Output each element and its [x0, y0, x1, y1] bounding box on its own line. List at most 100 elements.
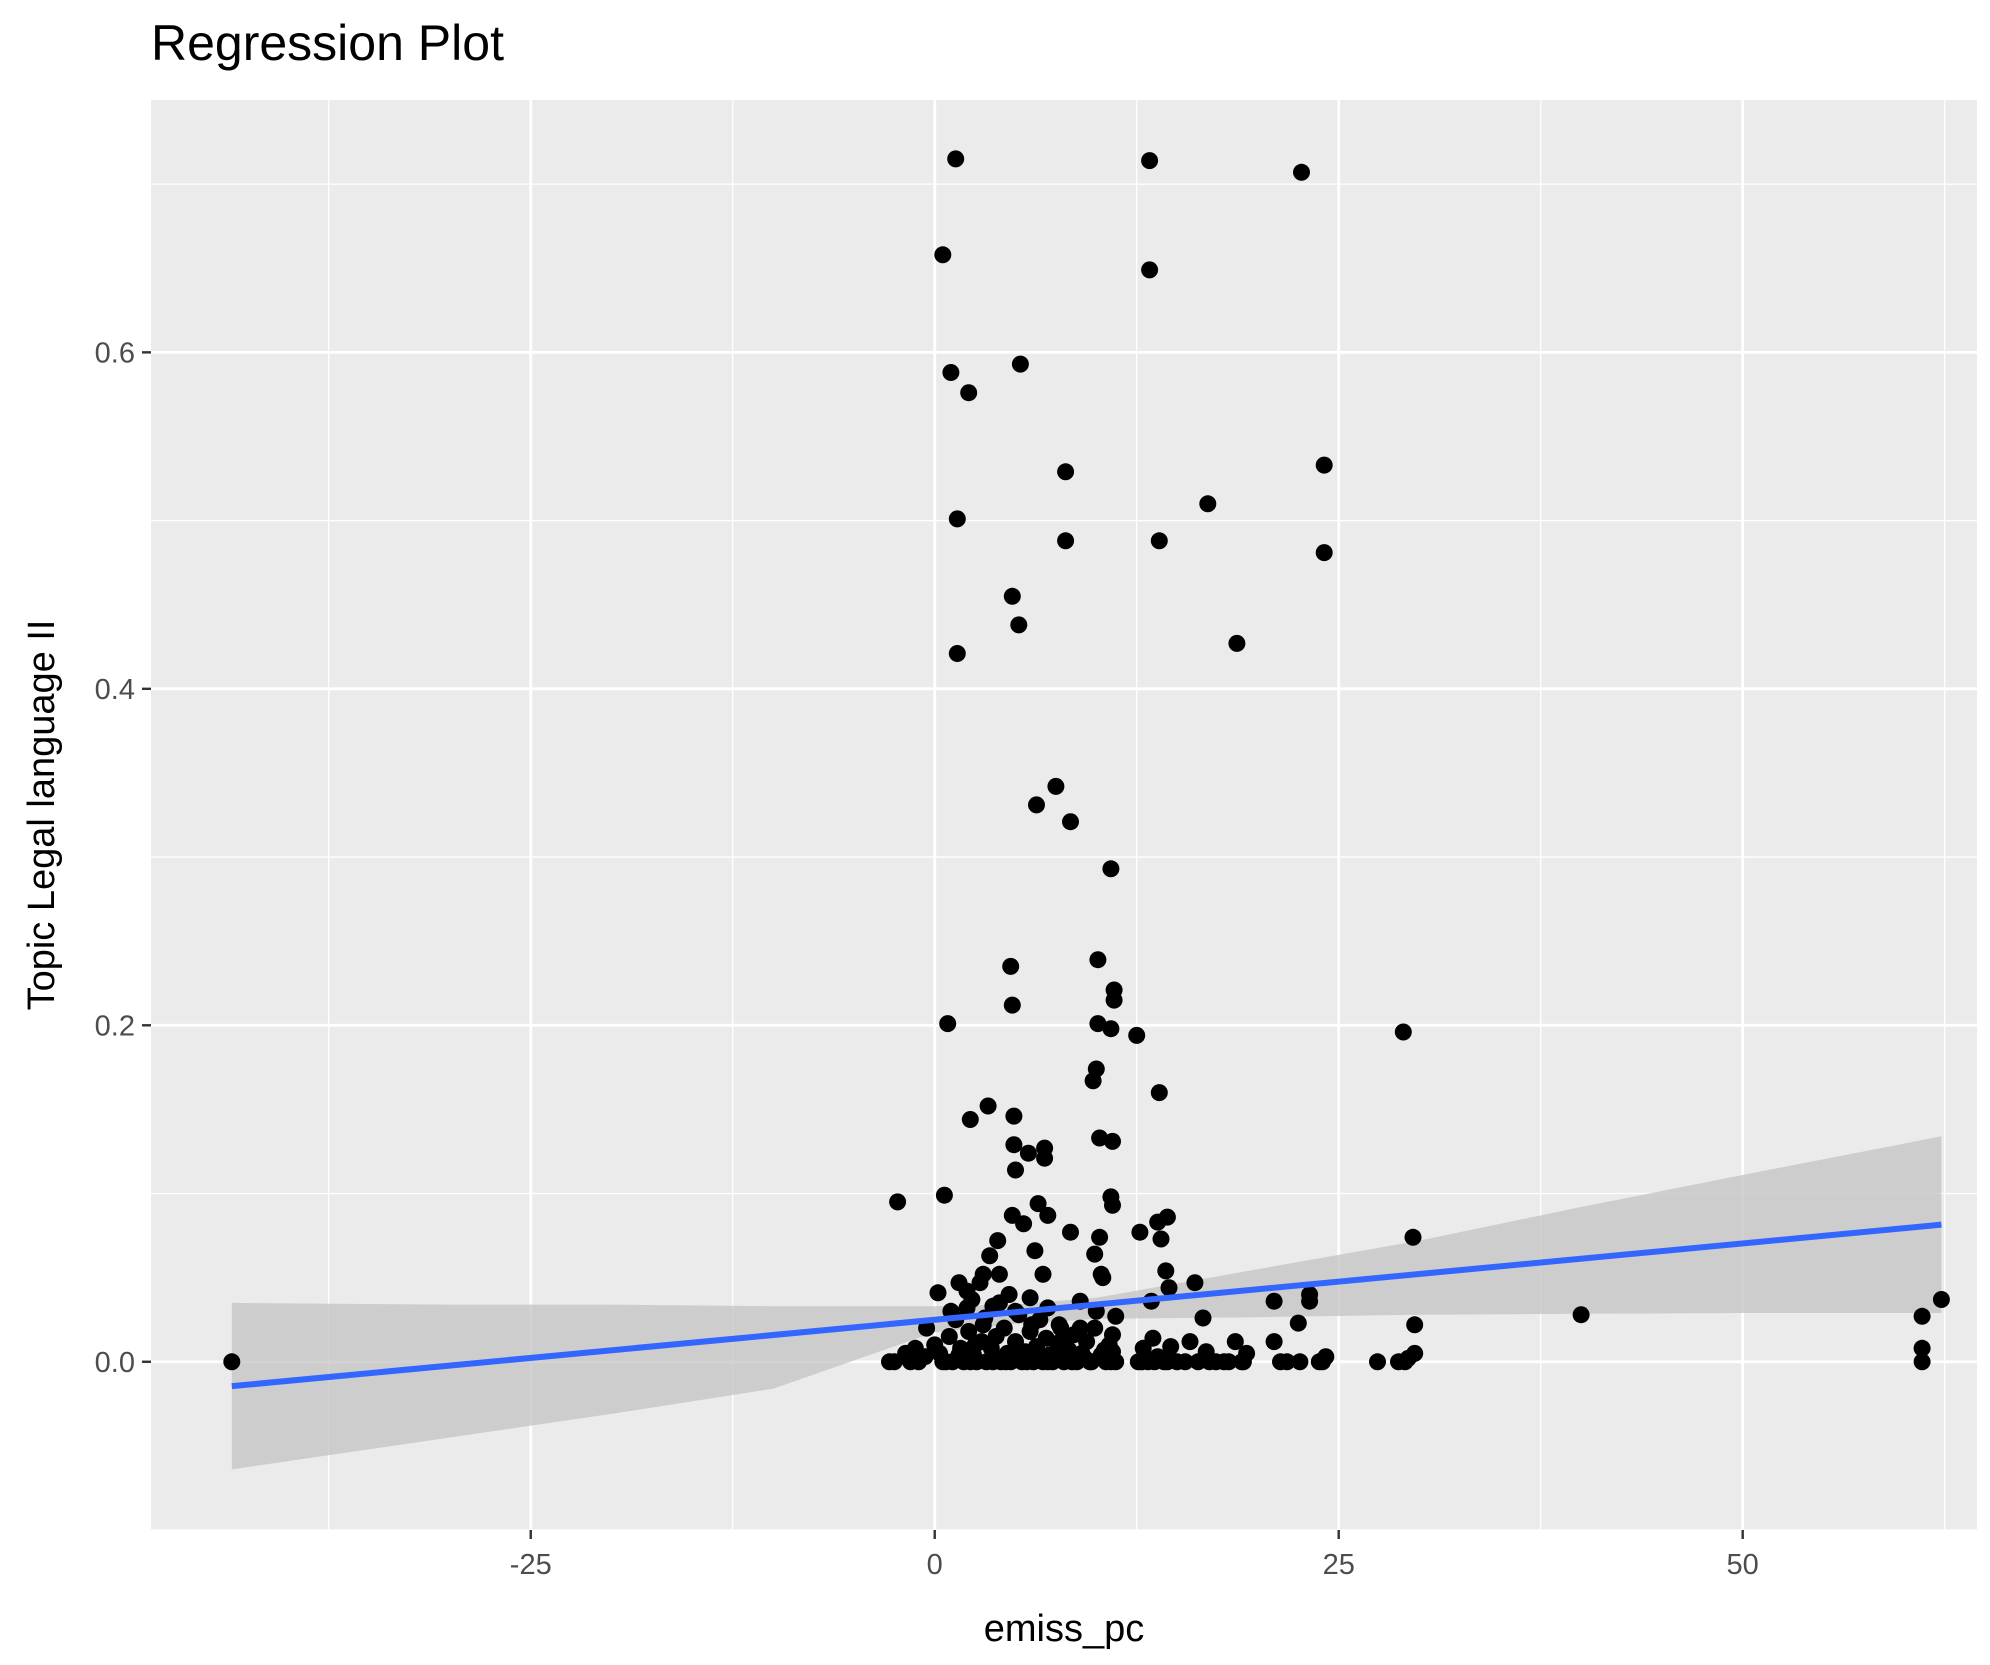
data-point	[1301, 1286, 1319, 1303]
data-point	[1091, 1129, 1109, 1147]
data-points	[223, 150, 1950, 1371]
data-point	[1291, 1353, 1309, 1371]
data-point	[1102, 1353, 1120, 1371]
data-point	[990, 1265, 1008, 1283]
data-point	[1315, 456, 1333, 474]
data-point	[1028, 796, 1045, 814]
data-point	[981, 1247, 999, 1265]
data-point	[1913, 1353, 1931, 1371]
data-point	[1034, 1265, 1052, 1283]
data-point	[1157, 1262, 1175, 1280]
data-point	[1394, 1023, 1412, 1041]
data-point	[1036, 1139, 1054, 1157]
regression-line	[231, 1221, 1942, 1390]
y-axis-title: Topic Legal language II	[21, 620, 63, 1011]
data-point	[1406, 1316, 1424, 1334]
data-point	[1007, 1161, 1024, 1179]
data-point	[1162, 1338, 1180, 1356]
data-point	[1289, 1314, 1307, 1332]
data-point	[1104, 1132, 1121, 1150]
data-point	[1181, 1333, 1199, 1351]
data-point	[1039, 1206, 1057, 1224]
data-point	[1141, 261, 1159, 279]
x-axis-ticks: -25 0 25 50	[510, 1530, 1759, 1581]
y-axis-ticks: 0.0 0.2 0.4 0.6	[95, 337, 151, 1379]
data-point	[1029, 1195, 1047, 1213]
data-point	[1176, 1353, 1194, 1371]
data-point	[1932, 1291, 1950, 1308]
data-point	[1047, 777, 1065, 795]
data-point	[1057, 463, 1075, 481]
data-point	[1233, 1353, 1251, 1371]
data-point	[947, 150, 965, 168]
data-point	[1913, 1307, 1931, 1325]
data-point	[1011, 355, 1029, 373]
data-point	[974, 1316, 992, 1334]
data-point	[1131, 1223, 1149, 1241]
data-point	[942, 364, 960, 381]
data-point	[916, 1348, 934, 1366]
y-tick-label: 0.4	[95, 674, 135, 706]
data-point	[1194, 1309, 1212, 1327]
x-tick-label: 0	[927, 1549, 943, 1581]
data-point	[1089, 1015, 1107, 1033]
data-point	[934, 1353, 952, 1371]
data-point	[1265, 1333, 1283, 1351]
data-point	[958, 1282, 976, 1300]
y-tick-label: 0.2	[95, 1010, 135, 1042]
x-tick-label: -25	[510, 1549, 552, 1581]
data-point	[960, 384, 978, 402]
data-point	[989, 1232, 1007, 1250]
data-point	[1021, 1289, 1039, 1307]
data-point	[1215, 1353, 1233, 1371]
data-point	[1265, 1292, 1283, 1310]
data-point	[1094, 1269, 1112, 1287]
data-point	[1023, 1316, 1041, 1334]
data-point	[1063, 1353, 1081, 1371]
data-point	[1005, 1107, 1023, 1125]
data-point	[1003, 587, 1021, 605]
data-point	[1052, 1319, 1070, 1337]
data-point	[223, 1353, 241, 1371]
data-point	[1404, 1228, 1422, 1246]
data-point	[984, 1353, 1002, 1371]
data-point	[1199, 495, 1217, 513]
data-point	[1018, 1353, 1036, 1371]
data-point	[1026, 1242, 1044, 1260]
data-point	[1278, 1353, 1296, 1371]
data-point	[1104, 1196, 1121, 1214]
data-point	[929, 1284, 947, 1302]
data-point	[979, 1097, 997, 1115]
y-tick-label: 0.0	[95, 1347, 135, 1379]
x-tick-label: 50	[1727, 1549, 1759, 1581]
data-point	[1102, 860, 1120, 878]
data-point	[935, 1186, 953, 1204]
data-point	[1396, 1353, 1414, 1371]
data-point	[1107, 1307, 1125, 1325]
data-point	[889, 1193, 907, 1211]
data-point	[940, 1328, 958, 1345]
data-point	[934, 246, 952, 264]
data-point	[1062, 813, 1079, 831]
data-point	[1369, 1353, 1386, 1371]
data-point	[1160, 1279, 1178, 1297]
data-point	[1572, 1306, 1590, 1324]
data-point	[990, 1294, 1008, 1312]
data-point	[1086, 1245, 1104, 1263]
data-point	[961, 1353, 979, 1371]
data-point	[939, 1015, 957, 1033]
data-point	[1105, 991, 1123, 1009]
data-point	[1141, 152, 1159, 170]
data-point	[1057, 532, 1075, 550]
data-point	[948, 510, 966, 528]
data-point	[1293, 163, 1310, 181]
data-point	[1091, 1228, 1109, 1246]
data-point	[1315, 544, 1333, 562]
x-tick-label: 25	[1323, 1549, 1355, 1581]
data-point	[1310, 1353, 1328, 1371]
data-point	[1019, 1144, 1037, 1162]
data-point	[1078, 1333, 1096, 1351]
data-point	[948, 645, 966, 662]
data-point	[1226, 1333, 1244, 1351]
data-point	[1152, 1230, 1170, 1248]
